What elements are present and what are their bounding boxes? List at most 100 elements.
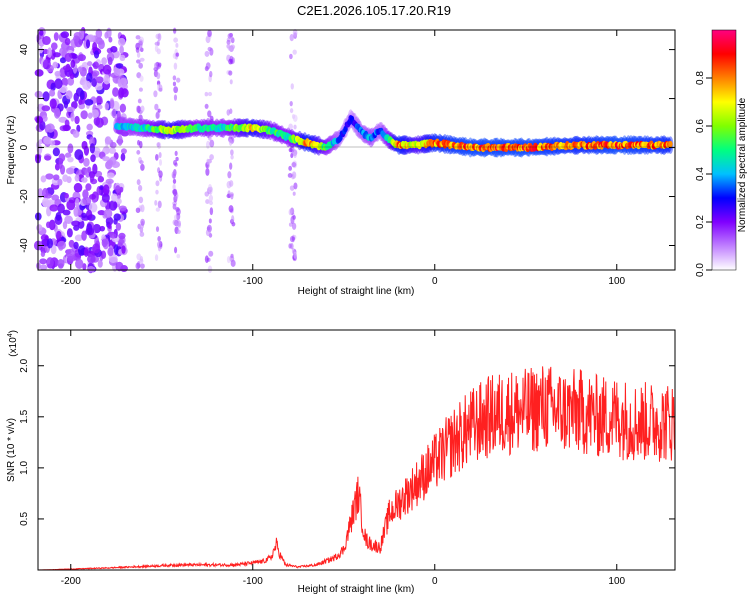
spectrogram-noise-cell xyxy=(135,35,141,40)
spectrogram-noise-cell xyxy=(83,247,89,257)
spectrogram-noise-cell xyxy=(135,207,141,214)
spectrogram-noise-cell xyxy=(75,197,80,208)
spectrogram-noise-cell xyxy=(230,193,234,200)
spectrogram-noise-cell xyxy=(87,166,92,174)
spectrogram-noise-cell xyxy=(138,184,143,192)
spectrogram-noise-cell xyxy=(230,154,234,160)
spectrogram-noise-cell xyxy=(139,140,143,149)
spectrogram-noise-cell xyxy=(62,124,71,132)
spectrogram-noise-cell xyxy=(86,72,93,84)
spectrogram-noise-cell xyxy=(291,162,297,168)
snr-y-axis-label: SNR (10 * v/v) xyxy=(6,418,17,482)
spectrogram-noise-cell xyxy=(86,123,93,131)
y-tick-label: 1.5 xyxy=(19,409,30,423)
spectrogram-noise-cell xyxy=(101,193,110,203)
spectrogram-noise-cell xyxy=(40,175,47,183)
spectrogram-noise-cell xyxy=(66,106,76,113)
spectrogram-noise-cell xyxy=(205,167,210,176)
x-tick-label: 0 xyxy=(432,576,438,587)
spectrogram-noise-cell xyxy=(97,176,105,183)
snr-x-ticks: -200 -100 0 100 xyxy=(61,330,626,587)
spectrogram-noise-cell xyxy=(55,230,62,241)
spectrogram-noise-cell xyxy=(80,110,88,120)
spectrogram-noise-cell xyxy=(70,112,75,122)
x-tick-label: -100 xyxy=(243,576,263,587)
spectrogram-noise-cell xyxy=(175,52,180,57)
spectrogram-noise-cell xyxy=(139,256,144,262)
spectrogram-noise-cell xyxy=(137,98,142,104)
spectrogram-noise-cell xyxy=(140,163,145,171)
spectrogram-noise-cell xyxy=(172,75,177,81)
spectrogram-noise-cell xyxy=(289,100,293,107)
spectrogram-noise-cell xyxy=(121,131,129,137)
spectrogram-noise-cell xyxy=(67,77,75,86)
spectrogram-noise-cell xyxy=(209,207,214,216)
spectrogram-noise-cell xyxy=(205,228,211,237)
spectrogram-noise-cell xyxy=(89,172,95,183)
spectrogram-noise-cell xyxy=(175,156,179,162)
spectrogram-noise-cell xyxy=(57,178,63,186)
spectrogram-noise-cell xyxy=(83,157,90,167)
spectrogram-noise-cell xyxy=(208,194,213,202)
spectrogram-noise-cell xyxy=(51,194,60,201)
figure-title: C2E1.2026.105.17.20.R19 xyxy=(297,3,451,18)
spectrogram-noise-cell xyxy=(115,222,122,231)
spectrogram-noise-cell xyxy=(209,115,214,123)
x-tick-label: 100 xyxy=(608,276,625,287)
spectrogram-noise-cell xyxy=(79,89,85,101)
spectrogram-noise-cell xyxy=(93,50,100,59)
spectrogram-noise-cell xyxy=(172,203,177,210)
colorbar-tick-label: 0.0 xyxy=(695,263,706,277)
x-tick-label: -200 xyxy=(61,276,81,287)
spectrogram-noise-cell xyxy=(39,29,44,36)
spectrogram-noise-cell xyxy=(85,227,95,236)
spectrogram-noise-cell xyxy=(119,103,127,113)
spectrogram-noise-cell xyxy=(44,155,52,161)
spectrogram-noise-cell xyxy=(45,221,51,229)
spectrogram-noise-cell xyxy=(59,57,67,64)
spectrogram-noise-cell xyxy=(140,105,145,113)
spectrogram-noise-cell xyxy=(92,243,101,254)
spectrogram-noise-cell xyxy=(116,198,122,205)
spectrogram-noise-cell xyxy=(104,136,112,145)
spectrogram-noise-cell xyxy=(42,187,49,199)
spectrogram-noise-cell xyxy=(73,208,78,216)
spectrogram-noise-cell xyxy=(291,236,295,241)
y-tick-label: -40 xyxy=(19,238,30,253)
spectrogram-noise-cell xyxy=(78,99,83,105)
spectrogram-noise-cell xyxy=(86,61,93,67)
spectrogram-noise-cell xyxy=(63,100,69,109)
spectrogram-noise-cell xyxy=(173,27,177,34)
spectrogram-noise-cell xyxy=(155,207,160,212)
colorbar-gradient xyxy=(711,29,737,271)
spectrogram-noise-cell xyxy=(95,95,103,104)
spectrogram-noise-cell xyxy=(156,63,161,69)
spectrogram-noise-cell xyxy=(46,238,54,249)
spectrogram-noise-cell xyxy=(112,87,119,97)
spectrogram-noise-cell xyxy=(115,185,121,194)
spectrogram-noise-cell xyxy=(118,205,127,211)
spectrogram-noise-cell xyxy=(120,113,127,122)
spectrogram-noise-cell xyxy=(135,42,140,50)
spectrogram-noise-cell xyxy=(92,61,99,70)
spectrogram-noise-cell xyxy=(71,101,78,109)
spectrogram-noise-cell xyxy=(102,64,112,75)
spectrogram-noise-cell xyxy=(87,112,93,119)
spectrogram-noise-cell xyxy=(293,251,297,259)
spectrogram-noise-cell xyxy=(58,116,68,123)
spectrogram-noise-cell xyxy=(52,52,61,58)
spectrogram-noise-cell xyxy=(136,150,141,155)
spectrogram-noise-cell xyxy=(172,219,178,226)
spectrogram-noise-cell xyxy=(74,174,80,182)
spectrogram-noise-cell xyxy=(70,59,76,68)
spectrogram-noise-cell xyxy=(228,70,233,76)
spectrogram-noise-cell xyxy=(155,189,159,195)
spectrogram-noise-cell xyxy=(157,236,161,242)
spectrogram-noise-cell xyxy=(289,108,294,114)
spectrogram-noise-cell xyxy=(155,154,159,161)
spectrogram-noise-cell xyxy=(43,136,52,145)
spectrogram-noise-cell xyxy=(176,253,181,259)
spectrogram-noise-cell xyxy=(36,224,43,232)
spectrogram-noise-cell xyxy=(77,54,86,62)
spectrogram-noise-cell xyxy=(175,42,179,48)
